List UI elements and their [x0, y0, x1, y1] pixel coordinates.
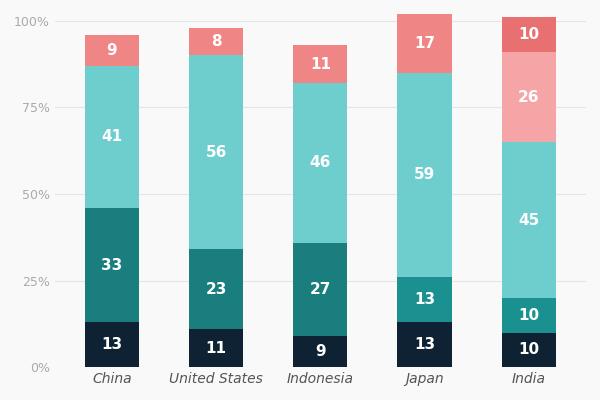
Bar: [502, 333, 556, 367]
Bar: [293, 336, 347, 367]
Bar: [189, 329, 243, 367]
Bar: [85, 66, 139, 208]
Text: 46: 46: [310, 155, 331, 170]
Bar: [85, 322, 139, 367]
Bar: [502, 298, 556, 333]
Text: 56: 56: [205, 145, 227, 160]
Text: 13: 13: [414, 337, 435, 352]
Bar: [502, 52, 556, 142]
Bar: [85, 35, 139, 66]
Text: 26: 26: [518, 90, 539, 104]
Bar: [293, 45, 347, 83]
Bar: [502, 17, 556, 52]
Bar: [189, 56, 243, 250]
Text: 10: 10: [518, 308, 539, 323]
Bar: [293, 242, 347, 336]
Text: 41: 41: [101, 129, 122, 144]
Text: 8: 8: [211, 34, 221, 49]
Text: 11: 11: [206, 341, 227, 356]
Text: 59: 59: [414, 168, 435, 182]
Text: 33: 33: [101, 258, 122, 272]
Text: 17: 17: [414, 36, 435, 51]
Text: 13: 13: [414, 292, 435, 307]
Bar: [397, 73, 452, 277]
Bar: [189, 250, 243, 329]
Text: 11: 11: [310, 57, 331, 72]
Text: 13: 13: [101, 337, 122, 352]
Bar: [293, 83, 347, 242]
Bar: [502, 142, 556, 298]
Text: 9: 9: [107, 43, 117, 58]
Text: 9: 9: [315, 344, 326, 359]
Bar: [85, 208, 139, 322]
Text: 10: 10: [518, 342, 539, 358]
Bar: [189, 28, 243, 56]
Bar: [397, 277, 452, 322]
Text: 45: 45: [518, 212, 539, 228]
Text: 23: 23: [205, 282, 227, 297]
Bar: [397, 14, 452, 73]
Text: 27: 27: [310, 282, 331, 297]
Bar: [397, 322, 452, 367]
Text: 10: 10: [518, 27, 539, 42]
